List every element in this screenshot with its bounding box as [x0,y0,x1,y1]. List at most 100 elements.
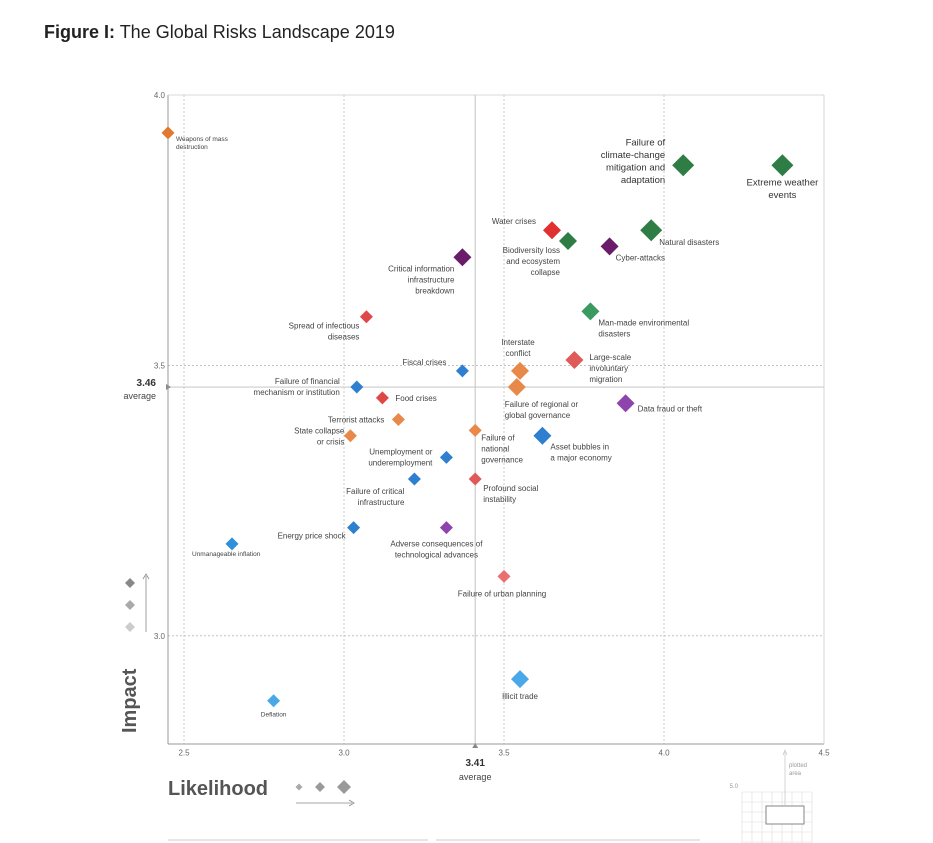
risk-point [497,569,511,583]
impact-arrow-head [142,573,150,580]
risk-point [616,394,635,413]
y-tick-label: 3.0 [154,632,166,641]
risk-label-line: mechanism or institution [254,388,340,397]
risk-label: Illicit trade [502,692,539,701]
risk-point [507,378,526,397]
risk-point [439,521,453,535]
risk-label: Failure of financial mechanism or institu… [254,377,340,397]
risk-point [407,472,421,486]
risk-label-line: Unmanageable inflation [192,551,261,558]
risk-label-line: underemployment [368,458,433,467]
point-labels: Weapons of mass destruction Failure of clim… [176,136,818,719]
axes: 2.5 3.0 3.5 4.0 4.5 3.0 3.5 4.0 [154,91,830,758]
risk-label: Water crises [492,217,536,226]
inset-pointer-head [782,749,788,756]
figure-number: Figure I: [44,22,115,42]
risk-label-line: Weapons of mass [176,136,229,143]
risk-point [565,351,584,370]
risk-label-line: a major economy [550,454,611,463]
risk-label: Large-scale involuntary migration [589,353,631,384]
risk-label-line: events [768,190,796,201]
risk-point [375,391,389,405]
risk-label: Profound social instability [483,484,538,504]
risk-label-line: Unemployment or [369,447,432,456]
risk-label: Spread of infectious diseases [289,322,360,342]
risk-label: Unmanageable inflation [192,551,261,558]
x-tick-label: 4.5 [818,749,830,758]
risk-point [267,694,281,708]
axis-decorations: Impact Likelihood 5.0 plotted area [119,573,813,843]
average-likelihood-marker [472,743,479,748]
risk-point [511,670,529,689]
risk-label: Asset bubbles in a major economy [550,443,611,463]
risk-label-line: Food crises [395,394,436,403]
risk-label: Natural disasters [659,238,719,247]
risk-label: Energy price shock [278,532,347,541]
risk-label-line: breakdown [415,286,454,295]
risk-label: Failure of national governance [481,433,523,464]
risk-label-line: climate-change [601,150,665,161]
risk-point [533,426,552,445]
likelihood-size-legend-diamond [315,782,325,792]
risk-label: Failure of critical infrastructure [346,487,405,507]
risk-point [343,429,357,443]
impact-size-legend-diamond [125,578,135,588]
inset-label-line: area [789,771,802,777]
risk-label-line: adaptation [621,175,665,186]
inset-tick-label: 5.0 [730,784,739,790]
risk-label-line: Spread of infectious [289,322,360,331]
risk-point [771,154,794,177]
risk-label: Critical information infrastructure breakd… [388,264,455,295]
risk-label: Unemployment or underemployment [368,447,433,467]
risk-label-line: Water crises [492,217,536,226]
risk-point [225,537,239,551]
risk-label-line: Cyber-attacks [616,253,665,262]
risk-label: Extreme weather events [746,177,818,201]
risk-label-line: or crisis [317,438,345,447]
risk-label-line: State collapse [294,427,345,436]
risk-label: Food crises [395,394,436,403]
average-likelihood-value: 3.41 [465,758,485,769]
risk-label-line: infrastructure [358,498,405,507]
risk-label-line: governance [481,455,523,464]
average-impact-value: 3.46 [137,378,157,389]
risk-label: Deflation [261,712,287,719]
risk-label-line: Biodiversity loss [503,246,560,255]
figure-title: The Global Risks Landscape 2019 [119,22,395,42]
risk-point [672,154,695,177]
average-likelihood-label: average [459,772,492,782]
risk-label: Interstate conflict [501,338,535,358]
plotted-area-inset: 5.0 plotted area [730,749,813,843]
risk-point [347,521,361,535]
risk-label: Adverse consequences of technological adv… [390,540,483,560]
risk-label-line: Failure of [481,433,515,442]
likelihood-size-legend-diamond [337,780,351,794]
risk-label-line: Profound social [483,484,538,493]
risk-point [359,310,373,324]
inset-plotted-rect [765,805,805,825]
likelihood-size-legend-diamond [295,783,303,791]
risk-label-line: mitigation and [606,162,665,173]
risk-label: Weapons of mass destruction [176,136,229,151]
risk-label-line: destruction [176,144,208,151]
risk-point [350,380,364,394]
risk-label: Failure of urban planning [458,589,547,598]
risk-label-line: Data fraud or theft [638,404,703,413]
risk-label-line: diseases [328,333,360,342]
x-tick-label: 3.0 [338,749,350,758]
risk-label-line: Failure of financial [275,377,340,386]
risk-point [161,126,175,140]
x-tick-label: 2.5 [178,749,190,758]
risk-label-line: Extreme weather [746,177,818,188]
y-tick-label: 3.5 [154,361,166,370]
y-tick-label: 4.0 [154,91,166,100]
risk-point [468,472,482,486]
risk-label-line: Natural disasters [659,238,719,247]
risk-point [600,237,619,256]
risk-label-line: Interstate [501,338,535,347]
risk-label-line: Man-made environmental [598,318,689,327]
risk-label-line: Failure of [626,137,666,148]
risk-label-line: conflict [506,349,532,358]
risk-label: Fiscal crises [402,358,446,367]
